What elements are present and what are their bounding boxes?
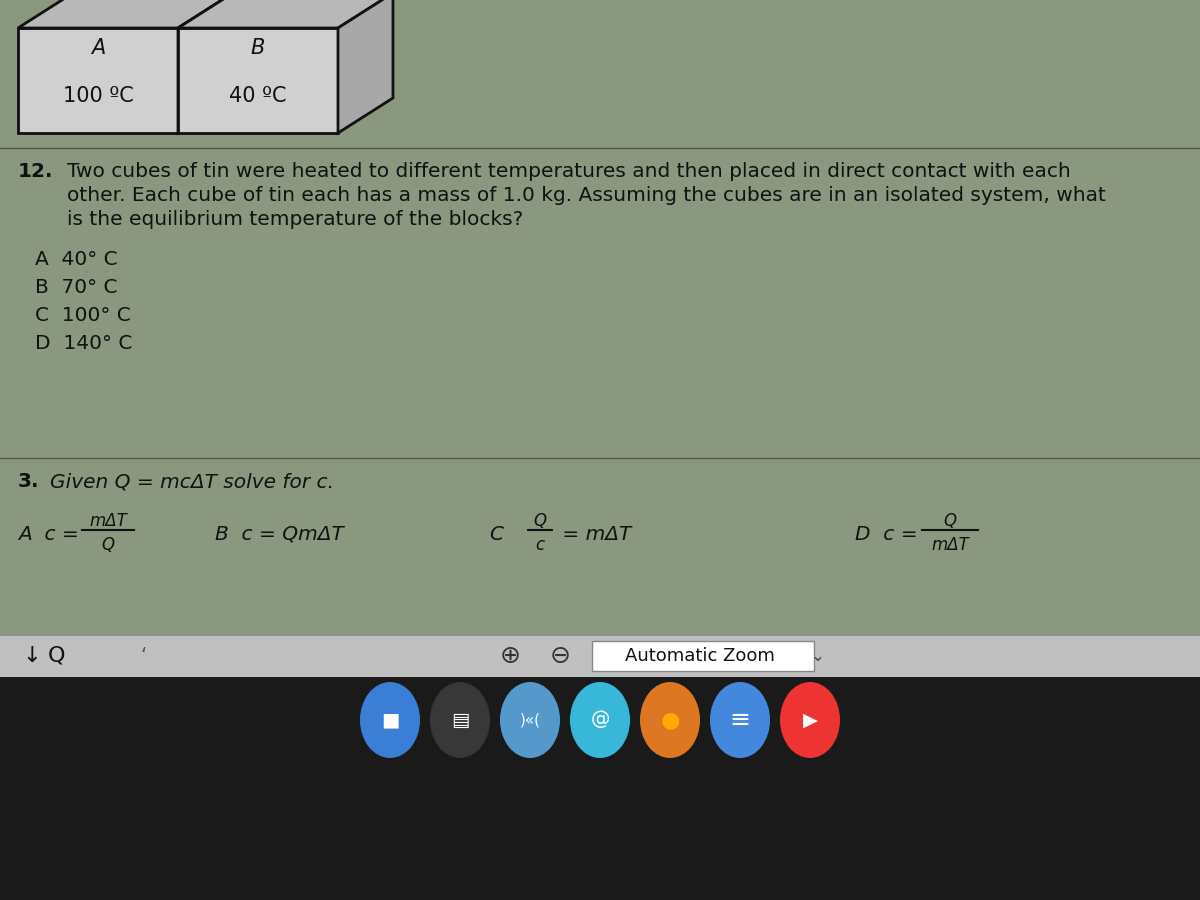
Text: C: C bbox=[490, 525, 517, 544]
Polygon shape bbox=[178, 0, 233, 133]
Text: 3.: 3. bbox=[18, 472, 40, 491]
Text: A  c =: A c = bbox=[18, 525, 85, 544]
Polygon shape bbox=[18, 0, 233, 28]
Text: Q: Q bbox=[943, 512, 956, 530]
Text: ‘: ‘ bbox=[140, 646, 146, 665]
Text: Q: Q bbox=[534, 512, 546, 530]
Text: ■: ■ bbox=[380, 710, 400, 730]
Text: B  c = QmΔT: B c = QmΔT bbox=[215, 525, 343, 544]
Text: 100 ºC: 100 ºC bbox=[62, 86, 133, 106]
Text: other. Each cube of tin each has a mass of 1.0 kg. Assuming the cubes are in an : other. Each cube of tin each has a mass … bbox=[67, 186, 1106, 205]
Text: ●: ● bbox=[660, 710, 679, 730]
Text: ▶: ▶ bbox=[803, 710, 817, 730]
Text: c: c bbox=[535, 536, 545, 554]
Ellipse shape bbox=[430, 682, 490, 758]
Text: @: @ bbox=[590, 710, 610, 730]
Text: A: A bbox=[91, 38, 106, 58]
Text: ⊕: ⊕ bbox=[499, 644, 521, 668]
Text: Automatic Zoom: Automatic Zoom bbox=[625, 647, 775, 665]
Polygon shape bbox=[178, 0, 394, 28]
Bar bbox=[0, 677, 1200, 900]
Text: ⊖: ⊖ bbox=[550, 644, 570, 668]
Ellipse shape bbox=[360, 682, 420, 758]
Text: D  c =: D c = bbox=[854, 525, 924, 544]
Text: B: B bbox=[251, 38, 265, 58]
Text: is the equilibrium temperature of the blocks?: is the equilibrium temperature of the bl… bbox=[67, 210, 523, 229]
Ellipse shape bbox=[640, 682, 700, 758]
Text: D  140° C: D 140° C bbox=[35, 334, 132, 353]
Polygon shape bbox=[18, 28, 178, 133]
Text: = mΔT: = mΔT bbox=[556, 525, 631, 544]
Text: Two cubes of tin were heated to different temperatures and then placed in direct: Two cubes of tin were heated to differen… bbox=[67, 162, 1070, 181]
Text: A  40° C: A 40° C bbox=[35, 250, 118, 269]
Text: B  70° C: B 70° C bbox=[35, 278, 118, 297]
Polygon shape bbox=[338, 0, 394, 133]
Text: 40 ºC: 40 ºC bbox=[229, 86, 287, 106]
Text: ↓: ↓ bbox=[22, 646, 41, 666]
Text: ≡: ≡ bbox=[730, 708, 750, 732]
Text: ⌄: ⌄ bbox=[811, 647, 824, 665]
Ellipse shape bbox=[780, 682, 840, 758]
Text: Q: Q bbox=[102, 536, 114, 554]
Text: 12.: 12. bbox=[18, 162, 54, 181]
Bar bbox=[0, 635, 1200, 677]
Text: mΔT: mΔT bbox=[931, 536, 968, 554]
FancyBboxPatch shape bbox=[592, 641, 814, 671]
Ellipse shape bbox=[500, 682, 560, 758]
Ellipse shape bbox=[710, 682, 770, 758]
Text: )«(: )«( bbox=[520, 713, 540, 727]
Text: mΔT: mΔT bbox=[89, 512, 127, 530]
Text: Q: Q bbox=[48, 646, 66, 666]
Ellipse shape bbox=[570, 682, 630, 758]
Text: C  100° C: C 100° C bbox=[35, 306, 131, 325]
Text: ▤: ▤ bbox=[451, 710, 469, 730]
Text: Given Q = mcΔT solve for c.: Given Q = mcΔT solve for c. bbox=[50, 472, 334, 491]
Polygon shape bbox=[178, 28, 338, 133]
